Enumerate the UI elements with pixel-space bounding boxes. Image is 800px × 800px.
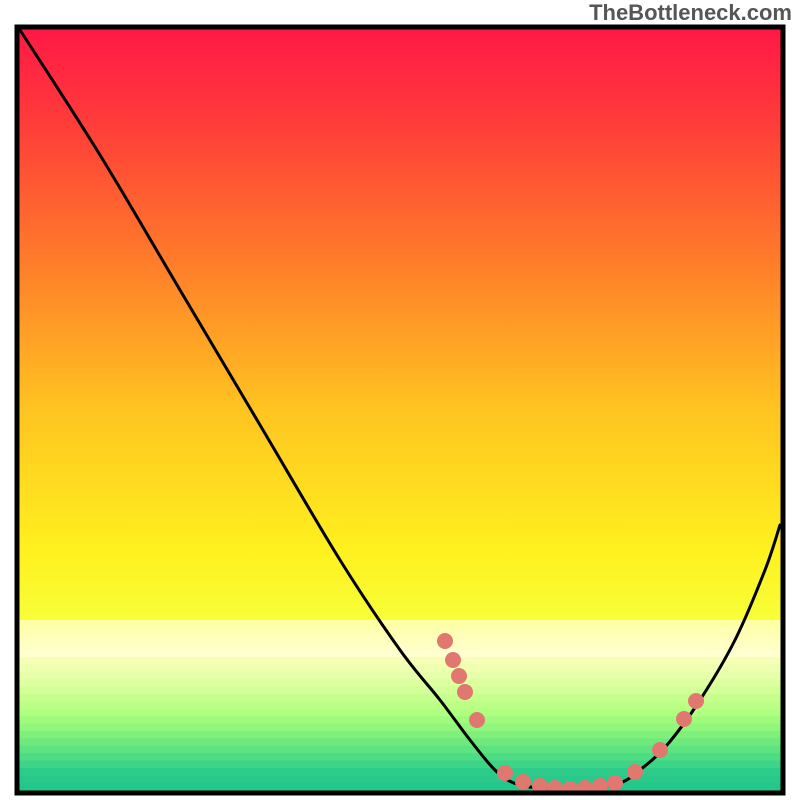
data-marker xyxy=(688,693,704,709)
data-marker xyxy=(652,742,668,758)
data-marker xyxy=(497,765,513,781)
attribution-text: TheBottleneck.com xyxy=(589,0,792,26)
data-marker xyxy=(451,668,467,684)
bottom-stripe-band xyxy=(17,620,783,791)
bottleneck-curve-chart xyxy=(0,0,800,800)
data-marker xyxy=(607,775,623,791)
data-marker xyxy=(437,633,453,649)
data-marker xyxy=(515,774,531,790)
data-marker xyxy=(457,684,473,700)
chart-container: TheBottleneck.com xyxy=(0,0,800,800)
data-marker xyxy=(445,652,461,668)
data-marker xyxy=(627,764,643,780)
data-marker xyxy=(676,711,692,727)
data-marker xyxy=(469,712,485,728)
